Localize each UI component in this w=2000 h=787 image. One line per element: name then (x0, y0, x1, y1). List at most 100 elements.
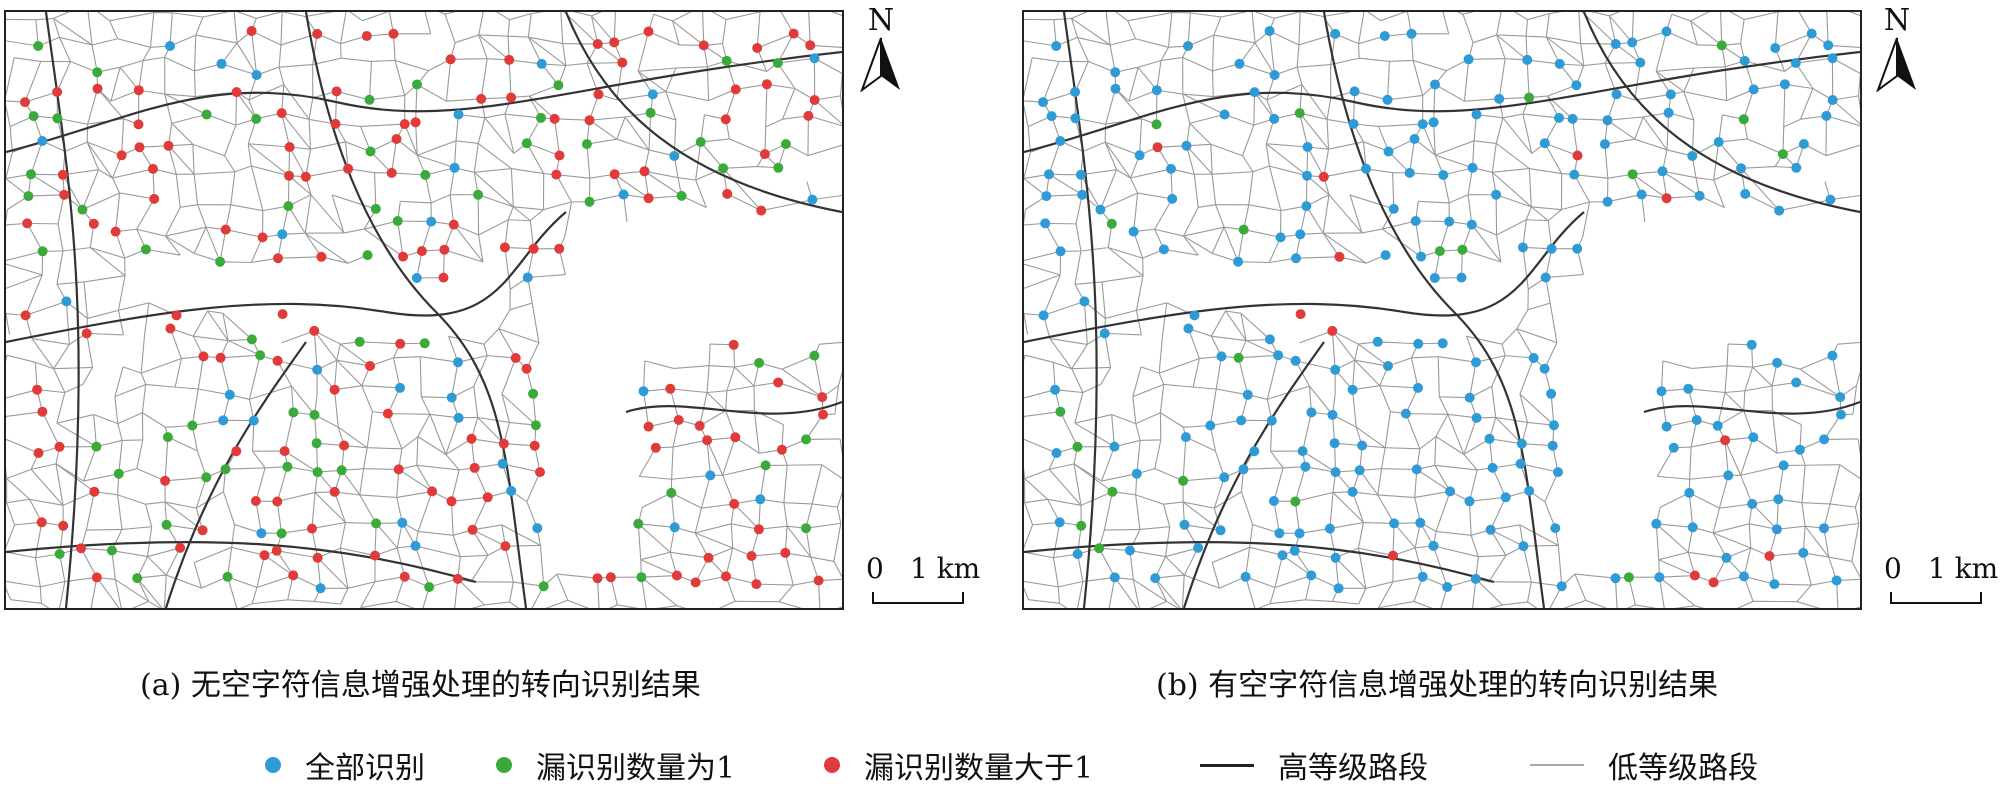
intersection-dot (1612, 89, 1622, 99)
intersection-dot (721, 571, 731, 581)
intersection-dot (446, 54, 456, 64)
intersection-dot (1769, 579, 1779, 589)
intersection-dot (801, 434, 811, 444)
intersection-dot (1055, 136, 1065, 146)
intersection-dot (1529, 353, 1539, 363)
road-map-b (1024, 12, 1860, 608)
intersection-dot (585, 197, 595, 207)
map-panel-a (4, 10, 844, 610)
intersection-dot (160, 476, 170, 486)
intersection-dot (1723, 470, 1733, 480)
intersection-dot (1205, 421, 1215, 431)
intersection-dot (1055, 517, 1065, 527)
intersection-dot (1243, 390, 1253, 400)
intersection-dot (1717, 40, 1727, 50)
intersection-dot (593, 39, 603, 49)
intersection-dot (1467, 220, 1477, 230)
scale-length-label: 1 km (910, 552, 980, 585)
intersection-dot (1380, 31, 1390, 41)
intersection-dot (761, 460, 771, 470)
intersection-dot (277, 528, 287, 538)
intersection-dot (1183, 324, 1193, 334)
intersection-dot (1472, 413, 1482, 423)
dark-line-icon (1200, 764, 1254, 767)
intersection-dot (32, 385, 42, 395)
intersection-dot (1471, 574, 1481, 584)
intersection-dot (805, 40, 815, 50)
intersection-dot (640, 166, 650, 176)
intersection-dot (504, 55, 514, 65)
intersection-dot (1055, 407, 1065, 417)
intersection-dot (201, 472, 211, 482)
intersection-dot (1791, 58, 1801, 68)
intersection-dot (37, 517, 47, 527)
intersection-dot (1150, 573, 1160, 583)
intersection-dot (760, 149, 770, 159)
intersection-dot (762, 79, 772, 89)
intersection-dot (1373, 337, 1383, 347)
intersection-dot (1517, 439, 1527, 449)
intersection-dot (417, 246, 427, 256)
intersection-dot (1779, 460, 1789, 470)
intersection-dot (411, 541, 421, 551)
intersection-dot (162, 520, 172, 530)
intersection-dot (522, 364, 532, 374)
intersection-dot (551, 170, 561, 180)
intersection-dot (277, 229, 287, 239)
intersection-dot (1773, 494, 1783, 504)
intersection-dot (1664, 108, 1674, 118)
intersection-dot (1219, 472, 1229, 482)
intersection-dot (1269, 496, 1279, 506)
intersection-dot (807, 195, 817, 205)
intersection-dot (646, 108, 656, 118)
intersection-dot (506, 93, 516, 103)
intersection-dot (672, 571, 682, 581)
intersection-dot (1301, 201, 1311, 211)
intersection-dot (1522, 55, 1532, 65)
intersection-dot (1748, 432, 1758, 442)
intersection-dot (651, 443, 661, 453)
intersection-dot (531, 420, 541, 430)
intersection-dot (397, 518, 407, 528)
intersection-dot (411, 117, 421, 127)
intersection-dot (644, 422, 654, 432)
intersection-dot (705, 470, 715, 480)
intersection-dot (609, 37, 619, 47)
legend: 全部识别 漏识别数量为1 漏识别数量大于1 高等级路段 低等级路段 (0, 745, 2000, 785)
intersection-dot (537, 59, 547, 69)
north-arrow-b: N (1872, 6, 1922, 96)
intersection-dot (1290, 546, 1300, 556)
red-dot-icon (824, 757, 840, 773)
intersection-dot (1557, 581, 1567, 591)
intersection-dot (398, 252, 408, 262)
intersection-dot (554, 244, 564, 254)
intersection-dot (704, 553, 714, 563)
intersection-dot (426, 217, 436, 227)
intersection-dot (1457, 245, 1467, 255)
intersection-dot (1325, 524, 1335, 534)
intersection-dot (1430, 273, 1440, 283)
intersection-dot (163, 432, 173, 442)
intersection-dot (721, 114, 731, 124)
intersection-dot (1791, 163, 1801, 173)
intersection-dot (420, 338, 430, 348)
intersection-dot (38, 246, 48, 256)
intersection-dot (1739, 571, 1749, 581)
intersection-dot (1413, 339, 1423, 349)
intersection-dot (506, 486, 516, 496)
intersection-dot (1190, 310, 1200, 320)
intersection-dot (312, 365, 322, 375)
intersection-dot (400, 119, 410, 129)
intersection-dot (536, 113, 546, 123)
intersection-dot (801, 523, 811, 533)
intersection-dot (1518, 541, 1528, 551)
intersection-dot (606, 572, 616, 582)
intersection-dot (89, 487, 99, 497)
intersection-dot (251, 114, 261, 124)
intersection-dot (1491, 190, 1501, 200)
intersection-dot (20, 97, 30, 107)
intersection-dot (1166, 164, 1176, 174)
intersection-dot (1047, 111, 1057, 121)
intersection-dot (288, 407, 298, 417)
intersection-dot (818, 410, 828, 420)
